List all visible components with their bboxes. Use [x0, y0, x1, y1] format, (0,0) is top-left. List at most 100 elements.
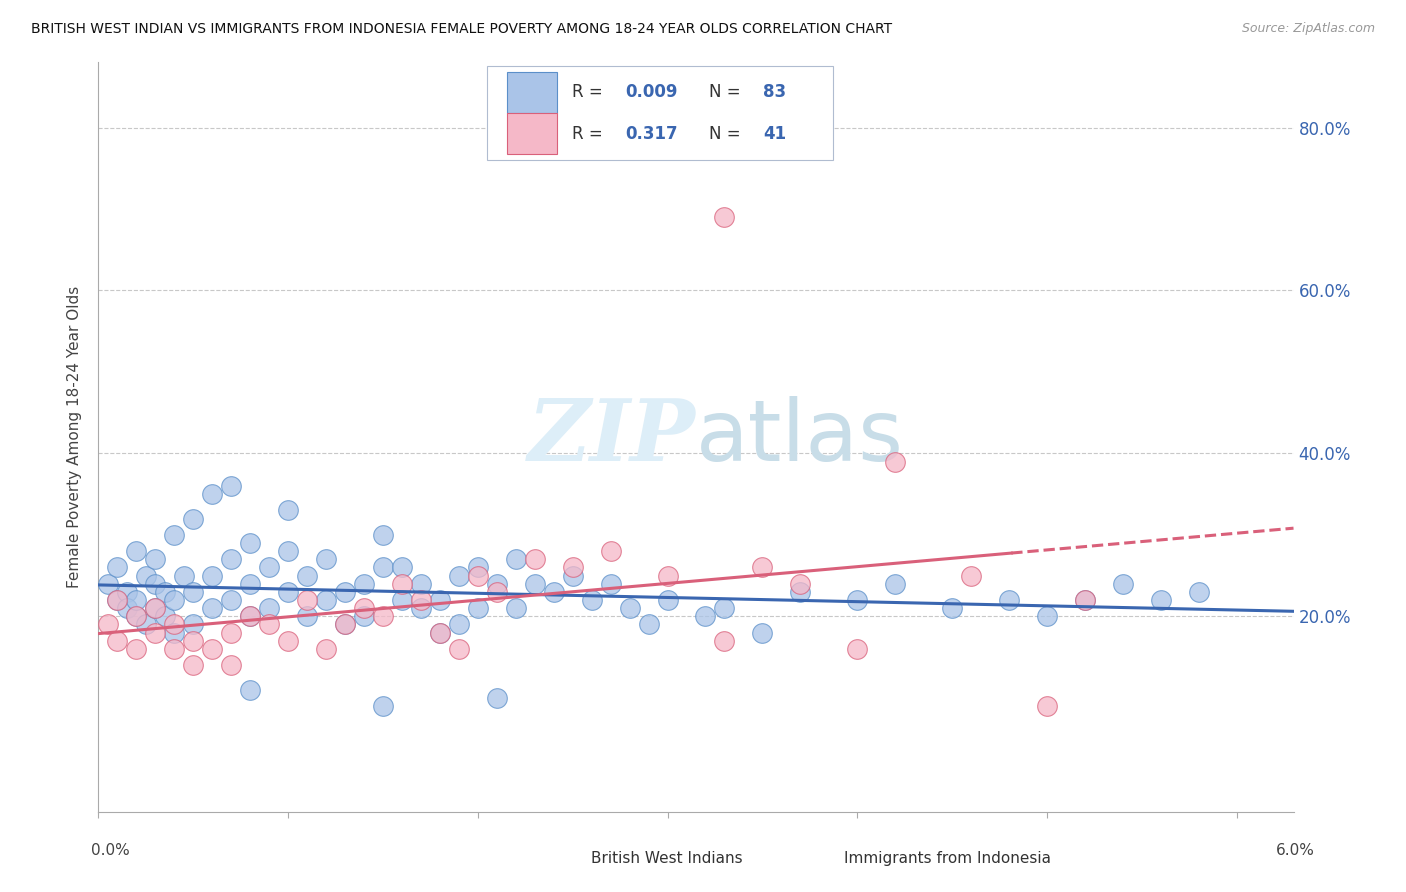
Point	[447, 617, 470, 632]
Point	[219, 593, 242, 607]
Text: 83: 83	[763, 83, 786, 102]
FancyBboxPatch shape	[508, 71, 557, 113]
Text: 41: 41	[763, 125, 786, 143]
Point	[581, 593, 603, 607]
Point	[239, 576, 262, 591]
Point	[447, 568, 470, 582]
Point	[409, 593, 432, 607]
Text: Source: ZipAtlas.com: Source: ZipAtlas.com	[1241, 22, 1375, 36]
Point	[561, 568, 583, 582]
Point	[105, 633, 128, 648]
Point	[657, 568, 679, 582]
Point	[105, 593, 128, 607]
Point	[467, 560, 489, 574]
Point	[181, 584, 204, 599]
Point	[846, 641, 869, 656]
Point	[125, 609, 148, 624]
Point	[115, 584, 138, 599]
Point	[143, 601, 166, 615]
Point	[619, 601, 641, 615]
Point	[409, 601, 432, 615]
Point	[143, 625, 166, 640]
Point	[657, 593, 679, 607]
Point	[941, 601, 963, 615]
Point	[1112, 576, 1135, 591]
Text: atlas: atlas	[696, 395, 904, 479]
Point	[409, 576, 432, 591]
Point	[153, 609, 176, 624]
Point	[277, 503, 299, 517]
Point	[257, 601, 280, 615]
Point	[485, 584, 508, 599]
Point	[295, 593, 318, 607]
Point	[333, 584, 356, 599]
Point	[1074, 593, 1097, 607]
Point	[135, 617, 157, 632]
Point	[353, 601, 375, 615]
Point	[115, 601, 138, 615]
Point	[789, 576, 811, 591]
Point	[125, 641, 148, 656]
Point	[239, 609, 262, 624]
Point	[447, 641, 470, 656]
Point	[295, 568, 318, 582]
Text: 6.0%: 6.0%	[1275, 843, 1315, 858]
Point	[143, 576, 166, 591]
Point	[219, 658, 242, 673]
Point	[789, 584, 811, 599]
Point	[523, 552, 546, 566]
Point	[239, 536, 262, 550]
Text: N =: N =	[709, 83, 747, 102]
Point	[1074, 593, 1097, 607]
Point	[599, 576, 621, 591]
Point	[485, 576, 508, 591]
FancyBboxPatch shape	[508, 113, 557, 154]
Point	[371, 560, 394, 574]
Text: R =: R =	[572, 83, 607, 102]
Point	[135, 568, 157, 582]
Point	[163, 593, 186, 607]
Point	[391, 560, 413, 574]
Point	[960, 568, 983, 582]
Text: ZIP: ZIP	[529, 395, 696, 479]
Point	[467, 568, 489, 582]
Point	[181, 658, 204, 673]
Point	[505, 601, 527, 615]
Point	[637, 617, 659, 632]
Text: Immigrants from Indonesia: Immigrants from Indonesia	[844, 851, 1050, 865]
Point	[884, 576, 907, 591]
Point	[1036, 698, 1059, 713]
Point	[153, 584, 176, 599]
Point	[125, 609, 148, 624]
Text: British West Indians: British West Indians	[591, 851, 742, 865]
Point	[429, 625, 451, 640]
Point	[219, 479, 242, 493]
Text: BRITISH WEST INDIAN VS IMMIGRANTS FROM INDONESIA FEMALE POVERTY AMONG 18-24 YEAR: BRITISH WEST INDIAN VS IMMIGRANTS FROM I…	[31, 22, 891, 37]
Point	[163, 617, 186, 632]
Point	[105, 593, 128, 607]
Point	[695, 609, 717, 624]
Text: 0.0%: 0.0%	[91, 843, 131, 858]
Point	[751, 625, 773, 640]
Point	[371, 528, 394, 542]
Point	[1150, 593, 1173, 607]
Y-axis label: Female Poverty Among 18-24 Year Olds: Female Poverty Among 18-24 Year Olds	[67, 286, 83, 588]
Point	[277, 633, 299, 648]
Text: 0.317: 0.317	[626, 125, 678, 143]
Text: 0.009: 0.009	[626, 83, 678, 102]
Point	[884, 454, 907, 468]
Point	[257, 560, 280, 574]
Point	[201, 487, 224, 501]
Point	[391, 576, 413, 591]
Point	[429, 625, 451, 640]
Point	[523, 576, 546, 591]
Text: R =: R =	[572, 125, 607, 143]
Point	[163, 528, 186, 542]
Point	[125, 544, 148, 558]
Point	[599, 544, 621, 558]
Point	[353, 609, 375, 624]
Point	[219, 552, 242, 566]
Point	[429, 593, 451, 607]
Point	[201, 601, 224, 615]
Point	[751, 560, 773, 574]
